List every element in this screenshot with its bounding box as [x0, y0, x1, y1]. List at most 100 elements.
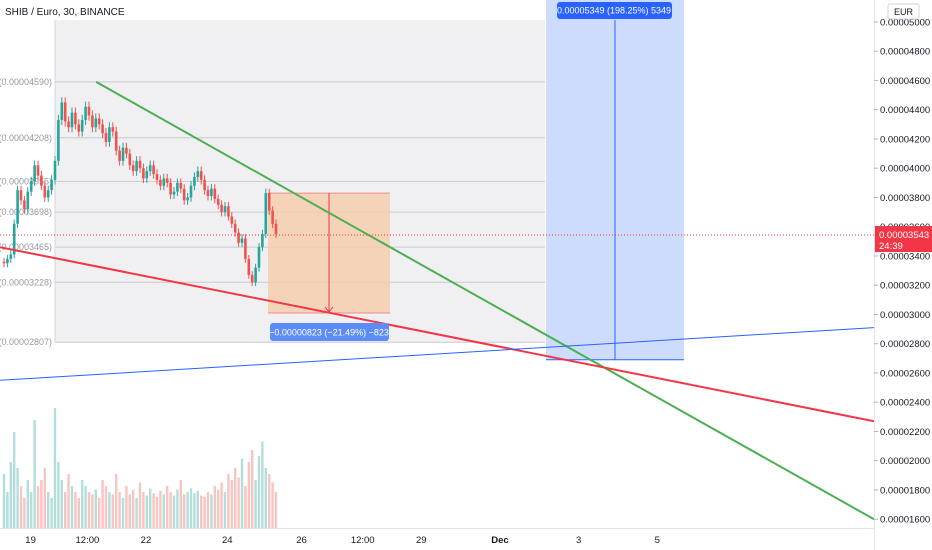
short-position-label: −0.00000823 (−21.49%) −823 [269, 322, 389, 341]
candle-bearish [274, 223, 278, 235]
volume-bar [162, 494, 165, 528]
candle-bullish [145, 171, 149, 179]
volume-bar [23, 498, 26, 528]
price-tick-label: 0.00002400 [880, 398, 930, 409]
volume-bar [223, 492, 227, 528]
volume-bar [91, 494, 94, 528]
candle-bullish [186, 197, 189, 201]
candle-bullish [80, 119, 84, 132]
candle-bearish [138, 160, 142, 169]
volume-bar [104, 486, 108, 528]
volume-bar [271, 482, 274, 528]
candle-bullish [223, 206, 227, 213]
candle-bearish [237, 232, 240, 243]
currency-button[interactable]: EUR [887, 3, 920, 20]
volume-bar [155, 496, 159, 528]
candle-bearish [74, 112, 77, 125]
candle-bullish [33, 165, 36, 182]
time-tick-label: 24 [222, 535, 233, 546]
volume-bar [128, 494, 131, 528]
candle-bullish [26, 191, 30, 210]
price-tick-label: 0.00001600 [880, 515, 930, 526]
candle-bullish [46, 190, 50, 198]
volume-bar [111, 494, 114, 528]
candle-bearish [19, 190, 23, 201]
volume-bar [220, 482, 223, 528]
trendlines[interactable] [0, 81, 875, 521]
long-position-label: 0.00005349 (198.25%) 5349 [557, 2, 672, 19]
fib-level-label: 5(0.00004208) [0, 133, 52, 143]
candle-bearish [111, 127, 115, 132]
candle-bullish [148, 165, 152, 172]
red-trendline[interactable] [0, 246, 875, 423]
candle-bearish [97, 118, 101, 125]
fib-level-label: 6(0.00003228) [0, 277, 52, 287]
candle-bearish [91, 115, 94, 128]
fib-level-label: 8(0.00003955) [0, 176, 52, 186]
volume-bar [196, 490, 199, 528]
volume-bars [2, 408, 278, 528]
candle-bullish [240, 238, 244, 243]
candle-bullish [176, 182, 179, 192]
price-tick-label: 0.00004000 [880, 164, 930, 175]
volume-bar [50, 498, 53, 528]
volume-bar [98, 498, 101, 528]
candle-bearish [23, 200, 26, 210]
candle-bullish [16, 190, 19, 224]
currency-button-label[interactable]: EUR [894, 7, 914, 17]
volume-bar [67, 474, 70, 528]
price-tick-label: 0.00002800 [880, 339, 930, 350]
candle-bullish [261, 234, 264, 248]
volume-bar [9, 462, 12, 528]
candle-bearish [101, 124, 104, 134]
volume-bar [81, 480, 84, 528]
candle-bullish [162, 178, 166, 186]
volume-bar [53, 408, 57, 528]
time-tick-label: 19 [25, 535, 36, 546]
price-tick-label: 0.00003000 [880, 310, 930, 321]
candle-bearish [40, 175, 43, 186]
time-tick-label: 12:00 [351, 535, 375, 546]
currency-button-bg[interactable] [887, 3, 920, 20]
volume-bar [176, 489, 179, 528]
volume-bar [149, 488, 152, 528]
long-position-label-bg [557, 2, 672, 19]
candle-bullish [257, 247, 261, 268]
volume-bar [101, 480, 104, 528]
volume-bar [159, 490, 162, 528]
price-axis[interactable]: 0.00001600 0.00001800 0.00002000 0.00002200… [874, 0, 930, 550]
volume-bar [60, 480, 63, 528]
candle-bearish [165, 178, 169, 183]
candle-bearish [2, 261, 6, 264]
candle-bearish [250, 274, 254, 283]
volume-bar [16, 468, 19, 528]
short-position-label-bg [270, 322, 389, 341]
volume-bar [186, 492, 189, 528]
candlestick-series[interactable] [2, 97, 278, 287]
candle-bearish [155, 174, 159, 180]
candle-bearish [87, 106, 91, 116]
volume-bar [26, 480, 29, 528]
candle-bullish [60, 102, 64, 120]
blue-trendline[interactable] [0, 327, 875, 381]
volume-bar [142, 492, 145, 528]
volume-bar [94, 489, 97, 528]
candle-bullish [189, 185, 193, 198]
candle-bearish [63, 102, 67, 122]
candle-bullish [29, 181, 33, 192]
symbol-title[interactable]: SHIB / Euro, 30, BINANCE [5, 7, 125, 18]
time-tick-label: 26 [296, 535, 307, 546]
time-tick-label: Dec [491, 535, 508, 546]
volume-bar [254, 480, 257, 528]
time-axis[interactable]: 19 12:00 22 24 26 12:00 29 Dec 3 5 [0, 528, 874, 547]
candle-bearish [169, 182, 172, 195]
candle-bearish [267, 193, 271, 211]
candle-bullish [6, 258, 9, 264]
candle-bearish [114, 131, 118, 151]
price-tick-label: 0.00002000 [880, 456, 930, 467]
candle-bullish [210, 188, 213, 196]
green-trendline[interactable] [95, 81, 875, 521]
candle-bearish [118, 150, 121, 161]
price-tick-label: 0.00003800 [880, 193, 930, 204]
